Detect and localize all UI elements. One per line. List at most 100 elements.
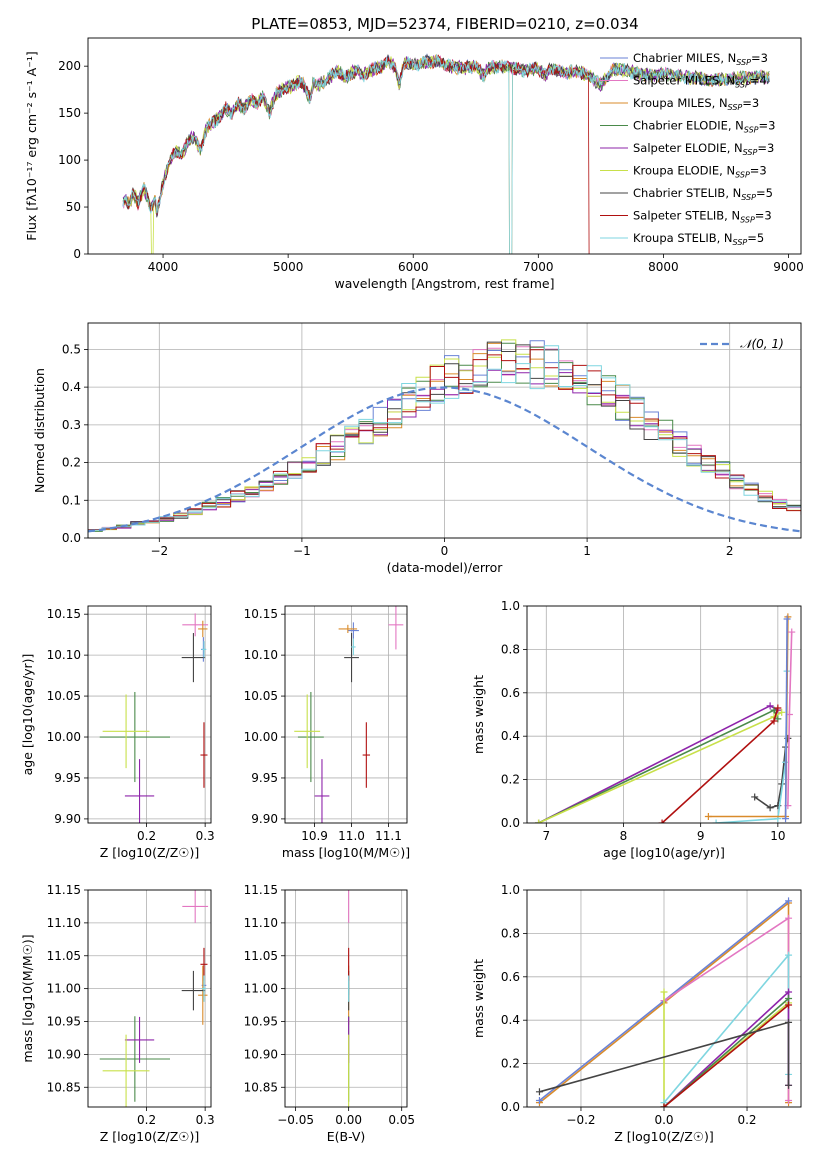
y-tick-label: 9.95: [54, 771, 81, 785]
weight-age-xlabel: age [log10(age/yr)]: [603, 845, 725, 860]
y-tick-label: 0.4: [501, 729, 520, 743]
residuals-legend: 𝒩(0, 1): [700, 337, 784, 351]
y-tick-label: 0.2: [501, 1057, 520, 1071]
x-tick-label: 10: [770, 829, 785, 843]
age-Z-xlabel: Z [log10(Z/Z☉)]: [100, 845, 200, 860]
spectrum-ylabel: Flux [fλ10⁻¹⁷ erg cm⁻² s⁻¹ A⁻¹]: [24, 51, 39, 240]
y-tick-label: 0.6: [501, 686, 520, 700]
mass-Z-plot: [99, 890, 209, 1107]
x-tick-label: 0.3: [196, 1113, 215, 1127]
y-tick-label: 10.95: [47, 1015, 81, 1029]
weight-marker-se: [766, 702, 774, 710]
legend-label-cs: Chabrier STELIB, NSSP=5: [633, 186, 773, 202]
y-tick-label: 50: [66, 200, 81, 214]
weight-marker-ke: [535, 819, 543, 823]
weight-marker-se: [785, 988, 793, 996]
weight-marker-cs: [785, 1081, 793, 1089]
y-tick-label: 11.15: [244, 883, 278, 897]
x-tick-label: 11.0: [338, 829, 365, 843]
age-Z-frame: [87, 605, 212, 824]
weight-Z-axes: −0.2 0.0 0.2 0.0 0.2 0.4 0.6 0.8 1.0 Z [log10(Z/Z…: [471, 883, 801, 1144]
weight-marker-cs: [785, 1018, 793, 1026]
age-Z-axes: 0.2 0.3 9.90 9.95 10.00 10.05 10.10 10.15 Z [log…: [20, 606, 215, 860]
weight-marker-ke: [778, 708, 786, 716]
y-tick-label: 10.85: [244, 1080, 278, 1094]
y-tick-label: 11.05: [244, 949, 278, 963]
x-tick-label: 8: [620, 829, 628, 843]
y-tick-label: 10.05: [244, 689, 278, 703]
residuals-xlabel: (data-model)/error: [387, 560, 504, 575]
y-tick-label: 10.85: [47, 1080, 81, 1094]
weight-marker-cm: [783, 615, 791, 623]
mass-Z-ylabel: mass [log10(M/M☉)]: [20, 934, 35, 1062]
y-tick-label: 0.8: [501, 926, 520, 940]
weight-marker-ks: [712, 819, 720, 823]
weight-age-ylabel: mass weight: [471, 675, 486, 754]
figure-title: PLATE=0853, MJD=52374, FIBERID=0210, z=0…: [251, 15, 638, 33]
weight-marker-ss: [785, 1001, 793, 1009]
mass-EBV-frame: [284, 889, 408, 1108]
weight-marker-sm: [785, 914, 793, 922]
y-tick-label: 9.90: [54, 812, 81, 826]
age-Z-plot: [99, 613, 209, 823]
weight-series-ke: [538, 711, 783, 823]
y-tick-label: 11.00: [244, 982, 278, 996]
y-tick-label: 0.6: [501, 970, 520, 984]
weight-series-ce: [663, 997, 790, 1107]
weight-marker-ce: [774, 715, 782, 723]
x-tick-label: 2: [726, 544, 734, 558]
histogram-se: [88, 369, 801, 538]
histogram-ks: [88, 345, 801, 538]
weight-marker-ce: [785, 995, 793, 1002]
weight-marker-cm: [785, 897, 793, 905]
y-tick-label: 10.15: [47, 607, 81, 621]
y-tick-label: 0.0: [501, 1100, 520, 1114]
y-tick-label: 10.05: [47, 689, 81, 703]
x-tick-label: 10.9: [301, 829, 328, 843]
x-tick-label: 7: [542, 829, 550, 843]
weight-series-cs: [754, 738, 789, 809]
weight-age-frame: [526, 605, 802, 824]
age-mass-frame: [284, 605, 408, 824]
residuals-axes: −2 −1 0 1 2 0.0 0.1 0.2 0.3 0.4 0.5 (data-model)/er…: [32, 323, 801, 575]
normal-curve: [88, 386, 801, 533]
spectrum-xlabel: wavelength [Angstrom, rest frame]: [334, 276, 554, 291]
weight-marker-ce: [770, 706, 778, 714]
legend-label-sm: Salpeter MILES, NSSP=4: [633, 74, 767, 90]
y-tick-label: 0.0: [501, 816, 520, 830]
x-tick-label: −2: [150, 544, 168, 558]
weight-Z-xlabel: Z [log10(Z/Z☉)]: [614, 1129, 714, 1144]
x-tick-label: 0.0: [654, 1113, 673, 1127]
y-tick-label: 0.8: [501, 642, 520, 656]
y-tick-label: 9.95: [251, 771, 278, 785]
y-tick-label: 0.5: [62, 342, 81, 356]
x-tick-label: 0.2: [137, 1113, 156, 1127]
x-tick-label: 0.00: [335, 1113, 362, 1127]
y-tick-label: 0.1: [62, 493, 81, 507]
spectrum-legend: Chabrier MILES, NSSP=3 Salpeter MILES, NS…: [600, 51, 775, 247]
residuals-frame: [87, 322, 802, 539]
y-tick-label: 10.15: [244, 607, 278, 621]
y-tick-label: 0: [73, 247, 81, 261]
x-tick-label: 7000: [523, 260, 554, 274]
spectrum-series-ss: [122, 54, 590, 254]
legend-label-ks: Kroupa STELIB, NSSP=5: [633, 231, 764, 247]
weight-marker-cs: [766, 804, 774, 812]
weight-marker-sm: [788, 628, 796, 636]
age-Z-ylabel: age [log10(age/yr)]: [20, 654, 35, 776]
weight-Z-ylabel: mass weight: [471, 959, 486, 1038]
weight-marker-ss: [660, 1103, 668, 1107]
x-tick-label: 0.2: [737, 1113, 756, 1127]
weight-marker-ks: [785, 951, 793, 959]
x-tick-label: 0.05: [388, 1113, 415, 1127]
y-tick-label: 0.2: [501, 773, 520, 787]
spectrum-axes: 4000 5000 6000 7000 8000 9000 0 50 100 150 200 wave…: [24, 51, 804, 291]
x-tick-label: −0.2: [566, 1113, 595, 1127]
age-mass-axes: 10.9 11.0 11.1 9.90 9.95 10.00 10.05 10.10 10.15…: [244, 606, 410, 860]
weight-series-cm: [784, 618, 788, 819]
x-tick-label: 9000: [773, 260, 804, 274]
y-tick-label: 10.00: [47, 730, 81, 744]
weight-Z-plot: [535, 897, 793, 1107]
legend-label-ce: Chabrier ELODIE, NSSP=3: [633, 119, 775, 135]
x-tick-label: 8000: [648, 260, 679, 274]
